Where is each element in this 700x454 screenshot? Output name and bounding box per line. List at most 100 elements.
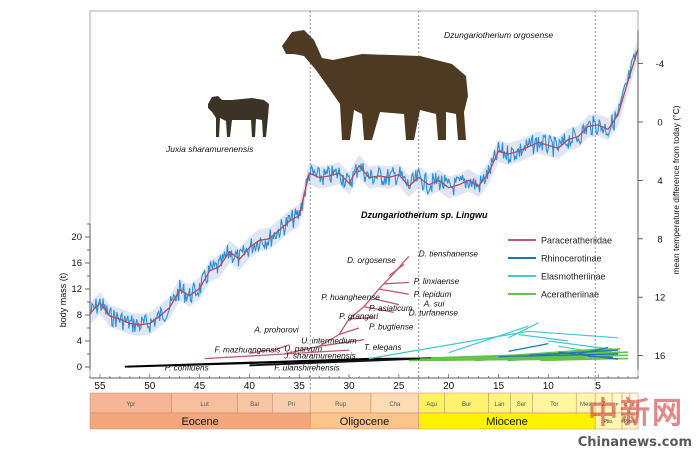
stage-label-12: Z bbox=[602, 402, 606, 408]
epoch-abbrev-0: Plio. bbox=[604, 419, 614, 425]
stage-label-0: Ypr bbox=[126, 402, 135, 408]
legend-label-0: Paraceratheriidae bbox=[541, 236, 612, 246]
left-tick-label-3: 12 bbox=[71, 284, 82, 295]
paraceratheriid-branch-6 bbox=[373, 298, 400, 306]
rhinocerotine-branch-3 bbox=[578, 346, 609, 355]
x-tick-label-9: 10 bbox=[543, 381, 555, 392]
paraceratheriid-branch-11 bbox=[249, 349, 270, 355]
right-y-axis-label-text: mean temperature difference from today (… bbox=[671, 105, 681, 274]
stage-label-8: Lan bbox=[494, 402, 504, 408]
taxon-label-12: A. sui bbox=[423, 300, 445, 309]
stage-label-4: Rup bbox=[335, 402, 347, 408]
stage-label-11: Mes bbox=[580, 402, 591, 408]
taxon-label-9: P. grangeri bbox=[339, 312, 378, 321]
paraceratheriid-branch-8 bbox=[383, 281, 409, 285]
taxon-label-13: P. huangheense bbox=[321, 293, 380, 302]
rhinocerotine-branch-0 bbox=[498, 353, 619, 358]
taxon-label-5: U. intermedium bbox=[301, 337, 357, 346]
paraceratheriid-branch-2 bbox=[319, 339, 365, 347]
stage-label-3: Pri bbox=[288, 402, 295, 408]
temperature-curve bbox=[89, 38, 639, 336]
taxon-label-10: P. asiaticum bbox=[369, 304, 413, 313]
elasmotheriine-branch-5 bbox=[548, 340, 609, 350]
legend: Paraceratheriidae Rhinocerotinae Elasmothe… bbox=[508, 236, 612, 300]
phylogeny-tree bbox=[124, 256, 629, 368]
dzungariotherium-illustration bbox=[282, 30, 468, 140]
taxon-label-15: P. linxiaense bbox=[414, 277, 460, 286]
taxon-label-16: D. orgosense bbox=[347, 256, 396, 265]
stage-label-13: P bbox=[616, 402, 619, 407]
stage-label-10: Tor bbox=[550, 402, 558, 408]
taxon-label-0: P. confluens bbox=[165, 363, 209, 372]
temperature-envelope bbox=[90, 38, 638, 336]
taxon-label-4: U. parvum bbox=[284, 344, 322, 353]
taxon-label-1: F. ulanshirehensis bbox=[274, 363, 339, 372]
epoch-boundary-lines bbox=[309, 11, 596, 390]
paraceratheriid-branch-9 bbox=[388, 263, 405, 277]
stage-label-7: Bur bbox=[462, 402, 471, 408]
x-tick-label-5: 30 bbox=[343, 381, 355, 392]
right-tick-label-1: 0 bbox=[657, 118, 662, 129]
paraceratheriid-branch-3 bbox=[338, 327, 360, 336]
taxon-label-2: J. sharamurenensis bbox=[283, 352, 355, 361]
paraceratheriid-branch-7 bbox=[378, 288, 409, 295]
legend-label-1: Rhinocerotinae bbox=[541, 254, 602, 264]
stage-label-5: Cha bbox=[389, 402, 401, 408]
taxon-label-17: D. tienshanense bbox=[419, 250, 479, 259]
stage-label-6: Aqu bbox=[426, 402, 437, 408]
epoch-label-1: Oligocene bbox=[340, 416, 390, 428]
x-tick-label-0: 55 bbox=[94, 381, 106, 392]
x-tick-label-8: 15 bbox=[493, 381, 505, 392]
stage-label-15: C bbox=[632, 402, 636, 407]
paraceratheriid-branch-4 bbox=[349, 316, 375, 320]
x-tick-label-4: 35 bbox=[294, 381, 306, 392]
left-tick-label-4: 16 bbox=[71, 258, 82, 269]
right-tick-label-5: 16 bbox=[655, 351, 666, 362]
taxon-label-11: D. turfanense bbox=[409, 309, 459, 318]
x-axis: 55 50 45 40 35 30 25 20 15 10 5 bbox=[89, 374, 639, 392]
juxia-illustration bbox=[208, 96, 269, 137]
stage-label-14: G bbox=[624, 402, 628, 407]
stage-label-9: Ser bbox=[517, 402, 526, 408]
x-tick-label-10: 5 bbox=[595, 381, 601, 392]
taxon-label-14: P. lepidum bbox=[414, 290, 452, 299]
elasmotheriine-branch-0 bbox=[368, 330, 529, 360]
taxon-label-8: P. bugtiense bbox=[369, 322, 414, 331]
elasmotheriine-branch-4 bbox=[518, 333, 569, 342]
juxia-label: Juxia sharamurenensis bbox=[165, 144, 254, 154]
rhinocerotine-branch-2 bbox=[558, 351, 619, 360]
highlight-species-label: Dzungariotherium sp. Lingwu bbox=[361, 210, 488, 220]
x-tick-label-3: 40 bbox=[244, 381, 256, 392]
epoch-timescale: Eocene Oligocene Miocene Plio. Pleis. bbox=[89, 412, 639, 430]
left-tick-label-2: 8 bbox=[77, 310, 82, 321]
watermark-brand: 中新网 bbox=[588, 396, 684, 431]
aceratheriine-branch-10 bbox=[518, 351, 629, 360]
right-tick-label-4: 12 bbox=[655, 293, 666, 304]
left-y-axis: 0 4 8 12 16 20 bbox=[71, 223, 91, 373]
elasmotheriine-branch-3 bbox=[528, 330, 619, 339]
watermark-site: Chinanews.com bbox=[577, 435, 692, 450]
x-tick-label-6: 25 bbox=[393, 381, 405, 392]
epoch-label-2: Miocene bbox=[486, 416, 528, 428]
rhinocerotine-branch-4 bbox=[508, 342, 549, 353]
aceratheriine-branch-12 bbox=[540, 357, 613, 362]
paraceratheriid-branch-1 bbox=[284, 349, 350, 355]
left-y-axis-label: body mass (t) bbox=[58, 273, 68, 328]
left-tick-label-5: 20 bbox=[71, 232, 82, 243]
rhinocerotine-branch-1 bbox=[528, 349, 619, 356]
temperature-smoothed-trace bbox=[89, 48, 639, 326]
dzungariotherium-orgosense-label: Dzungariotherium orgosense bbox=[444, 30, 553, 40]
paraceratheriid-branch-5 bbox=[363, 305, 395, 314]
right-tick-label-3: 8 bbox=[657, 234, 662, 245]
taxon-label-3: F. mazhuangensis bbox=[215, 346, 281, 355]
epoch-abbrev-1: Pleis. bbox=[624, 419, 636, 425]
right-tick-label-0: -4 bbox=[656, 59, 664, 70]
epoch-4 bbox=[621, 412, 639, 430]
right-y-axis-label: mean temperature difference from today (… bbox=[671, 105, 681, 274]
left-tick-label-0: 0 bbox=[77, 362, 82, 373]
x-tick-label-7: 20 bbox=[443, 381, 455, 392]
x-tick-label-1: 50 bbox=[144, 381, 156, 392]
stage-label-2: Bar bbox=[250, 402, 259, 408]
left-tick-label-1: 4 bbox=[77, 336, 82, 347]
